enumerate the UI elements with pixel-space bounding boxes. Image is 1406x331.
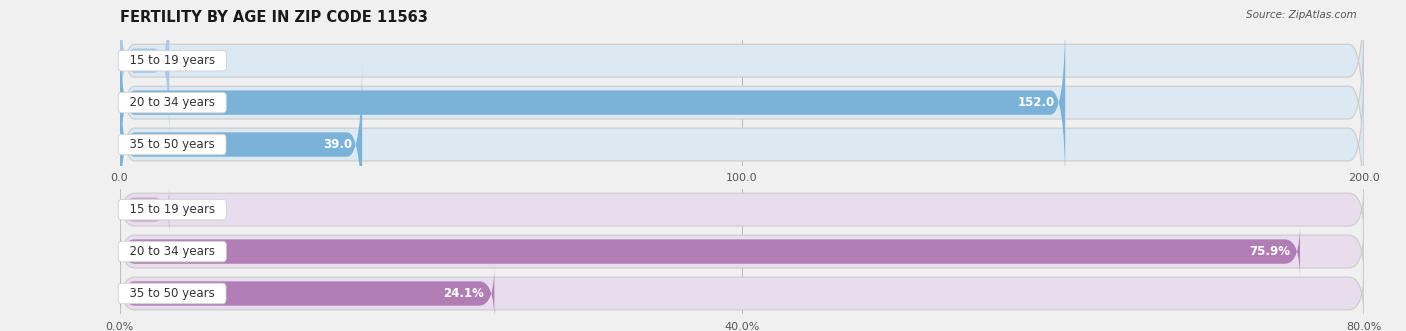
FancyBboxPatch shape [120, 265, 495, 322]
Text: 35 to 50 years: 35 to 50 years [122, 138, 222, 151]
Text: Source: ZipAtlas.com: Source: ZipAtlas.com [1246, 10, 1357, 20]
FancyBboxPatch shape [120, 56, 363, 233]
FancyBboxPatch shape [120, 181, 169, 238]
Text: 152.0: 152.0 [1018, 96, 1056, 109]
FancyBboxPatch shape [120, 228, 1364, 275]
FancyBboxPatch shape [120, 14, 1066, 191]
FancyBboxPatch shape [120, 0, 169, 149]
Text: 15 to 19 years: 15 to 19 years [122, 54, 222, 67]
FancyBboxPatch shape [120, 186, 1364, 233]
Text: 39.0: 39.0 [323, 138, 352, 151]
Text: 15 to 19 years: 15 to 19 years [122, 203, 222, 216]
Text: 24.1%: 24.1% [443, 287, 485, 300]
Text: 35 to 50 years: 35 to 50 years [122, 287, 222, 300]
Text: 75.9%: 75.9% [1249, 245, 1291, 258]
Text: FERTILITY BY AGE IN ZIP CODE 11563: FERTILITY BY AGE IN ZIP CODE 11563 [120, 10, 427, 25]
FancyBboxPatch shape [120, 60, 1364, 229]
FancyBboxPatch shape [120, 223, 1301, 280]
FancyBboxPatch shape [120, 0, 1364, 145]
Text: 0.0%: 0.0% [184, 203, 214, 216]
Text: 0.0: 0.0 [184, 54, 202, 67]
Text: 20 to 34 years: 20 to 34 years [122, 96, 222, 109]
FancyBboxPatch shape [120, 270, 1364, 317]
FancyBboxPatch shape [120, 19, 1364, 187]
Text: 20 to 34 years: 20 to 34 years [122, 245, 222, 258]
